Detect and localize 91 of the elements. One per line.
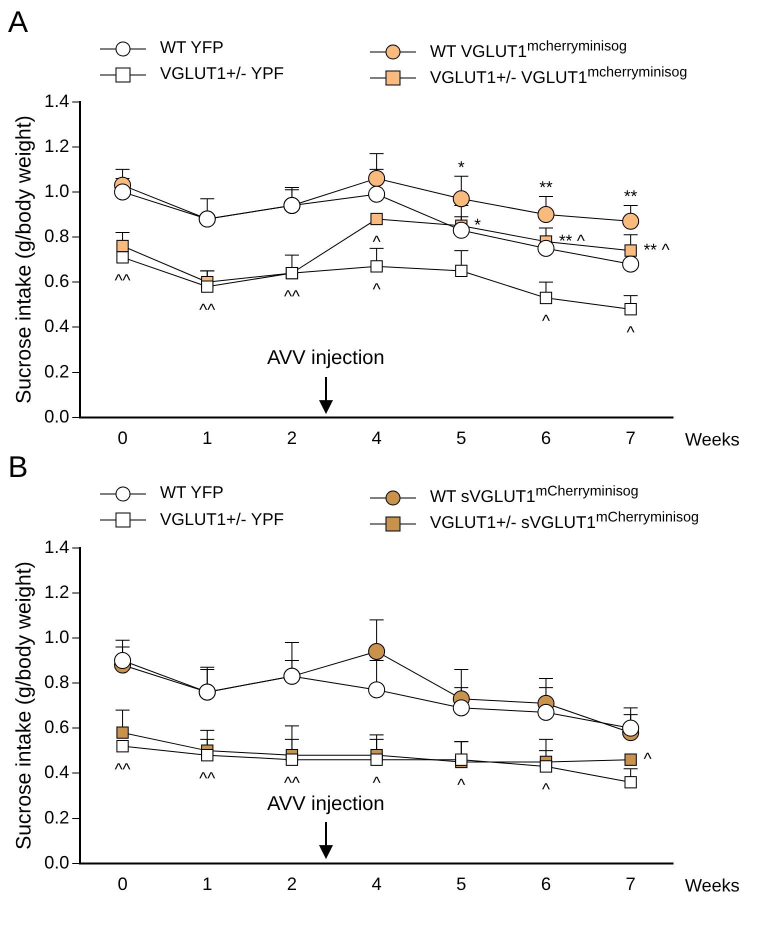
y-tick-label: 0.4: [44, 316, 70, 337]
annotation: ^: [542, 312, 550, 331]
point: [622, 719, 640, 736]
annotation: *: [474, 216, 482, 235]
x-tick-label: 0: [118, 428, 128, 449]
x-tick-label: 7: [626, 874, 636, 894]
chart-title: A: [8, 6, 30, 39]
point: [624, 753, 637, 766]
annotation: ^^: [114, 760, 131, 779]
y-tick-label: 1.2: [44, 582, 70, 602]
annotation: ^: [457, 775, 466, 794]
point: [622, 213, 640, 230]
annotation: ^: [542, 780, 550, 799]
point: [201, 748, 214, 762]
y-tick-label: 0.6: [44, 716, 70, 737]
point: [368, 642, 386, 660]
y-tick-label: 0.8: [44, 226, 70, 246]
legend-label: VGLUT1+/- YPF: [160, 510, 284, 529]
point: [114, 652, 132, 669]
point: [537, 240, 554, 258]
annotation: ^^: [199, 768, 216, 788]
annotation: AVV injection: [267, 792, 385, 815]
legend-label: WT VGLUT1$^{mcherryminisog}$: [430, 38, 627, 61]
annotation: AVV injection: [267, 347, 385, 370]
y-tick-label: 1.0: [44, 626, 70, 647]
legend-label: WT YFP: [160, 483, 224, 502]
point: [370, 213, 383, 226]
y-tick-label: 0.6: [44, 271, 70, 292]
point: [540, 292, 552, 304]
x-tick-label: 4: [372, 428, 382, 449]
x-tick-label: 1: [202, 428, 212, 449]
chart-title: B: [8, 451, 30, 484]
y-tick-label: 0.8: [44, 672, 70, 692]
annotation: ^^: [114, 271, 131, 290]
y-tick-label: 0.2: [44, 362, 70, 382]
y-tick-label: 0.4: [44, 762, 70, 782]
point: [286, 753, 298, 766]
x-tick-label: 0: [118, 874, 128, 894]
y-axis-title: Sucrose intake (g/body weight): [12, 561, 36, 850]
annotation: ^: [626, 323, 635, 342]
annotation: ^: [372, 773, 381, 792]
annotation: ** ^: [644, 240, 670, 260]
x-tick-label: 2: [286, 428, 297, 449]
point: [537, 704, 554, 721]
y-axis-title: Sucrose intake (g/body weight): [12, 116, 36, 404]
y-tick-label: 0.2: [44, 806, 70, 827]
y-tick-label: 1.4: [44, 536, 70, 556]
y-tick-label: 1.2: [44, 136, 70, 156]
x-tick-label: 4: [372, 874, 382, 894]
legend-label: VGLUT1+/- VGLUT1$^{mcherryminisog}$: [430, 64, 688, 87]
y-tick-label: 0.0: [44, 406, 70, 427]
point: [201, 280, 214, 294]
point: [370, 753, 383, 766]
annotation: ^^: [284, 287, 300, 306]
x-tick-label: 6: [540, 428, 551, 449]
annotation: ^: [372, 280, 381, 300]
x-tick-label: 7: [626, 428, 636, 449]
x-tick-label: 5: [456, 874, 466, 894]
point: [624, 244, 637, 258]
point: [452, 699, 470, 716]
annotation: ^^: [199, 300, 216, 320]
point: [455, 265, 468, 278]
point: [537, 206, 554, 224]
point: [114, 184, 132, 201]
point: [452, 222, 470, 240]
y-tick-label: 0.0: [44, 852, 70, 872]
annotation: ^: [372, 233, 381, 252]
x-tick-label: 5: [456, 428, 466, 449]
x-tick-label: 6: [540, 874, 551, 894]
legend-label: WT sVGLUT1$^{mCherryminisog}$: [430, 483, 639, 506]
x-axis-title: Weeks: [685, 875, 740, 896]
legend-label: VGLUT1+/- YPF: [160, 64, 284, 84]
point: [370, 260, 383, 273]
y-tick-label: 1.4: [44, 91, 70, 112]
point: [116, 726, 129, 738]
point: [624, 776, 637, 788]
point: [540, 760, 552, 772]
x-tick-label: 1: [202, 874, 212, 894]
legend-label: VGLUT1+/- sVGLUT1$^{mCherryminisog}$: [430, 510, 699, 532]
annotation: ^: [644, 749, 652, 768]
point: [452, 190, 470, 208]
legend-label: WT YFP: [160, 38, 224, 57]
annotation: **: [539, 178, 553, 198]
annotation: **: [624, 188, 638, 207]
y-tick-label: 1.0: [44, 181, 70, 202]
x-tick-label: 2: [286, 874, 297, 894]
annotation: ** ^: [558, 232, 585, 251]
point: [368, 170, 386, 188]
x-axis-title: Weeks: [685, 430, 740, 450]
annotation: *: [458, 158, 465, 178]
annotation: ^^: [284, 773, 300, 792]
